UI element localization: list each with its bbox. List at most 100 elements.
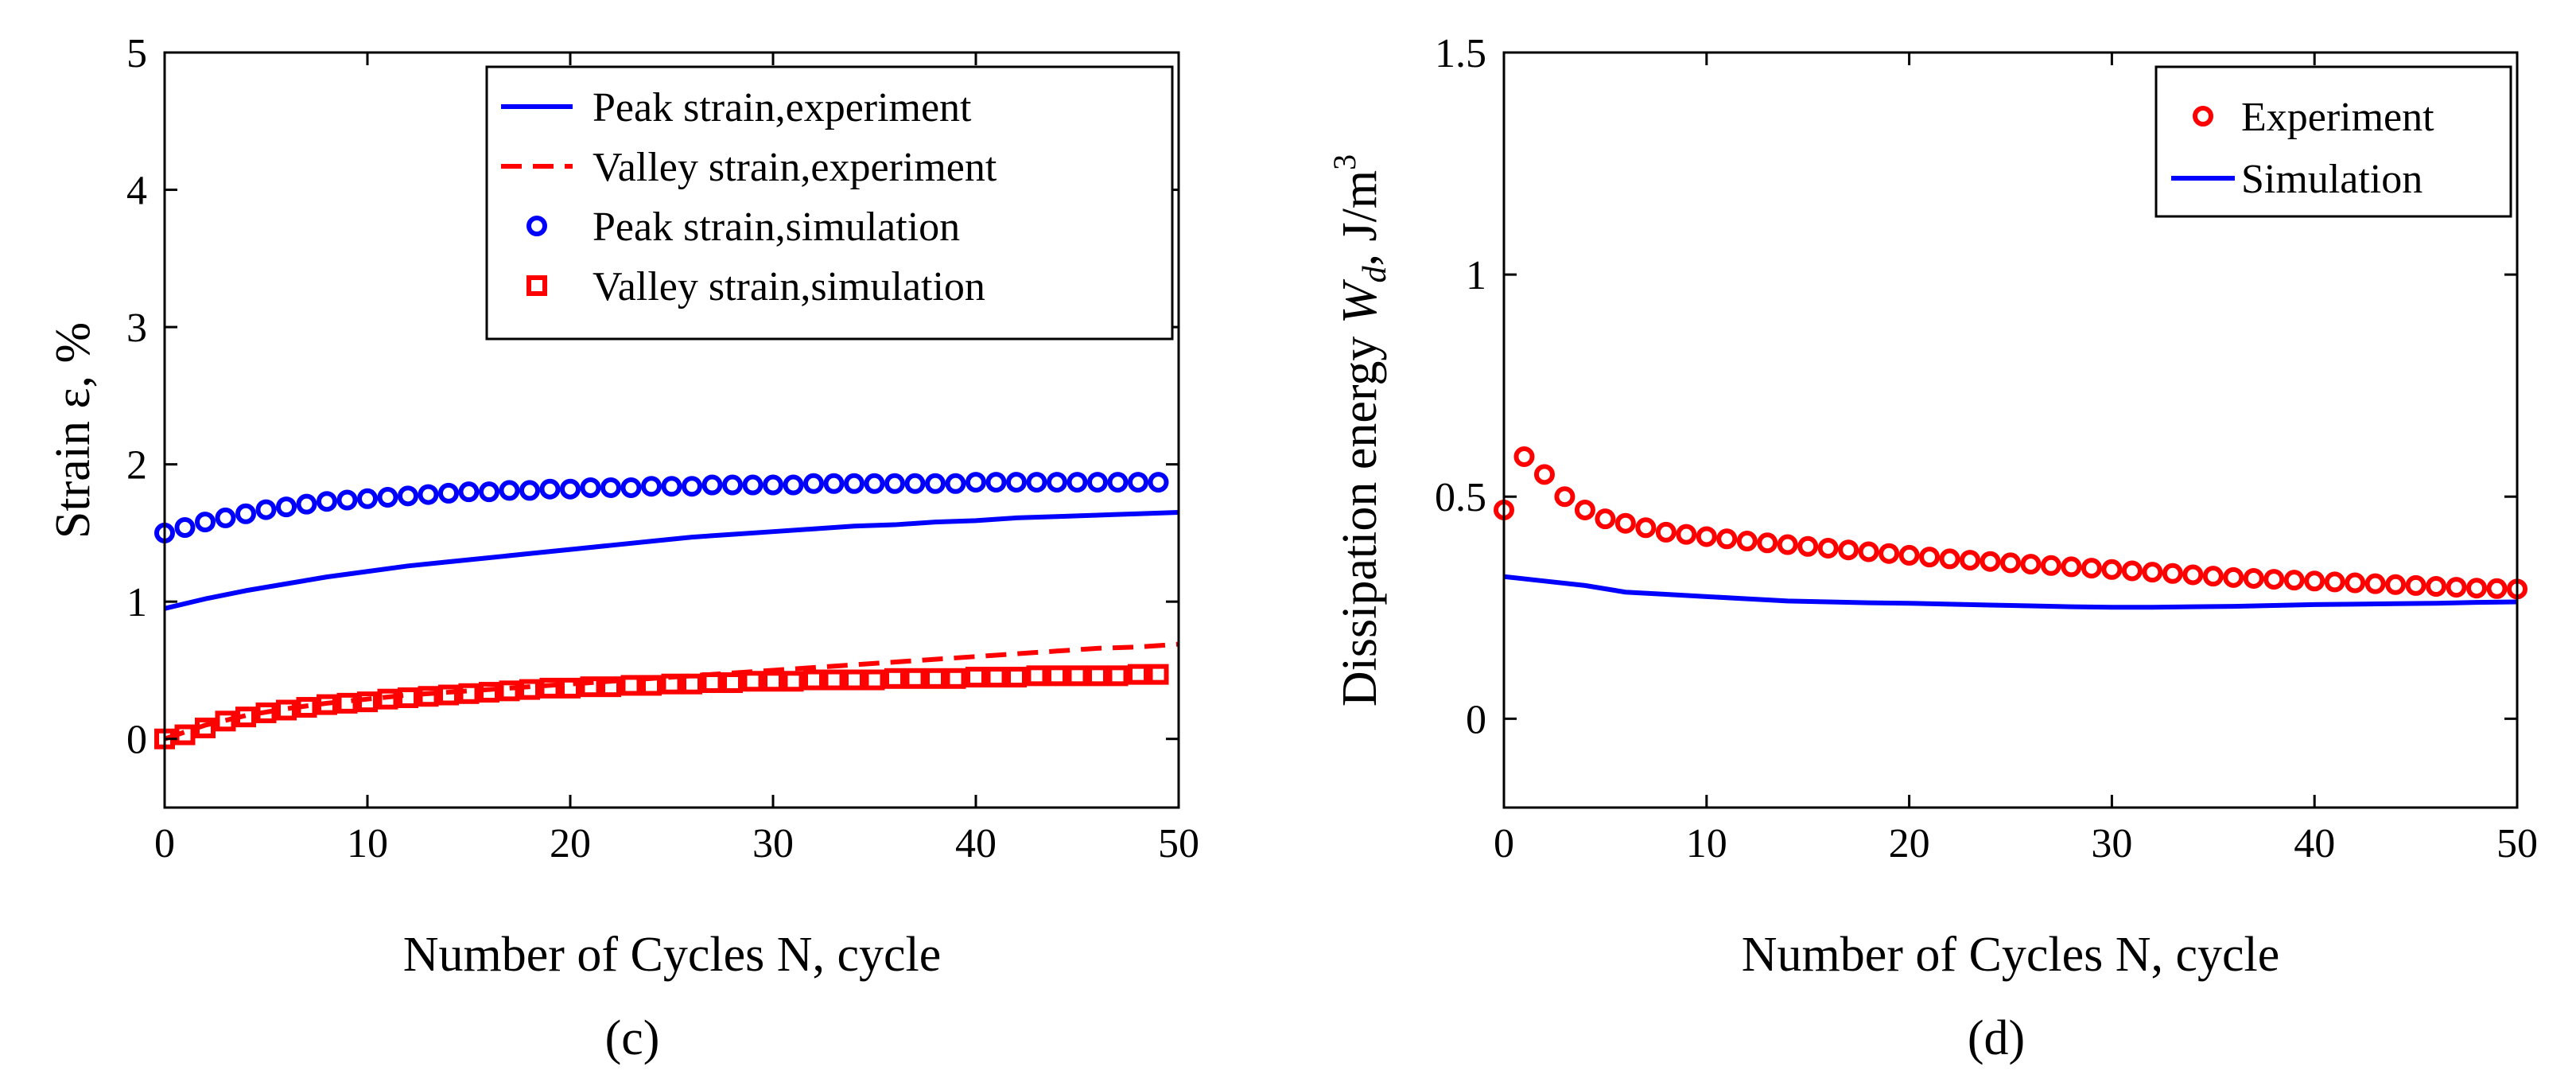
panel-c-series-valley-strain-simulation-point [661,673,682,695]
panel-c-legend-box [485,65,1174,341]
panel-c-legend-item: Peak strain,simulation [526,204,960,250]
panel-c-series-valley-strain-simulation-point [1128,664,1148,685]
panel-d-x-tick-label: 50 [2496,821,2538,866]
panel-c-series-valley-strain-simulation-point [904,668,926,689]
panel-c-series-valley-strain-simulation-point [398,687,418,708]
panel-c-series-valley-strain-simulation-point [499,680,520,702]
panel-d-series-experiment-point [1898,544,1920,566]
panel-c-series-peak-strain-simulation-point [539,478,561,500]
panel-c-series-peak-strain-simulation-point [336,489,358,511]
panel-c-series-valley-strain-simulation-point [1047,665,1067,687]
panel-c-series-valley-strain-simulation-point [560,677,581,699]
panel-c-series-peak-strain-simulation-point [661,476,682,497]
panel-c-plot-area [154,472,1179,749]
panel-c-y-tick-label: 5 [126,31,147,76]
panel-d-series-experiment-point [1919,547,1941,568]
panel-d-series-experiment-point [1635,517,1657,539]
panel-d-series-experiment-point [2405,574,2426,596]
panel-c-series-valley-strain-simulation-point [1067,665,1088,687]
panel-c-series-peak-strain-simulation-point [682,476,702,497]
panel-c-series-valley-strain-simulation-point [844,669,864,691]
panel-c-series-peak-strain-simulation-point [966,472,986,493]
panel-d: 0 10 20 30 40 50 0 0.5 1 1.5 Number of Cycles N, … [1327,31,2538,1065]
panel-c-series-peak-strain-simulation-point [235,503,256,524]
panel-c-x-axis-label: Number of Cycles N, cycle [403,928,942,982]
panel-d-series-experiment-point [2142,562,2163,583]
panel-c-series-peak-strain-simulation-point [1087,472,1108,493]
panel-d-series-experiment-point [2223,566,2244,588]
panel-c-series-peak-strain-simulation-point [377,487,398,508]
panel-c-y-axis-label: Strain ε, % [46,322,100,539]
panel-d-x-tick-label: 10 [1686,821,1727,866]
panel-c-series-valley-strain-simulation-point [377,688,398,710]
panel-d-series-experiment-point [2243,567,2264,589]
panel-c-series-valley-strain-simulation-point [722,672,743,693]
panel-c-series-valley-strain-simulation-point [357,691,378,713]
panel-c-y-tick-label: 0 [126,718,147,763]
panel-d-series-experiment-point [2202,566,2224,587]
panel-d-series-experiment-point [2304,570,2325,592]
panel-c-series-peak-strain-simulation-point [620,477,642,498]
panel-c-series-valley-strain-simulation-point [985,667,1007,688]
panel-c-series-peak-strain-simulation-point [763,474,783,496]
panel-d-ticks: 0 10 20 30 40 50 0 0.5 1 1.5 [1435,31,2538,866]
panel-c-series-valley-strain-simulation-point [803,669,824,691]
panel-c-series-valley-strain-simulation-point [336,692,358,714]
panel-d-series-experiment-point [1655,521,1677,543]
panel-c-series-valley-strain-simulation-point [682,673,702,695]
panel-d-series-experiment-point [1513,446,1535,467]
panel-c-series-peak-strain-simulation-point [174,517,196,539]
panel-c-series-peak-strain-simulation-point [1026,472,1047,493]
panel-d-legend-item: Simulation [2171,157,2423,202]
panel-c-series-peak-strain-simulation-point [357,488,378,509]
panel-c-series-peak-strain-simulation-point [783,474,804,496]
panel-c-series-valley-strain-simulation-point [479,682,499,703]
panel-c-series-valley-strain-simulation-point [701,672,723,693]
panel-c-x-tick-label: 0 [154,821,175,866]
panel-c-series-peak-strain-simulation-point [418,484,439,505]
panel-c-series-valley-strain-simulation-point [317,694,337,715]
panel-d-series-experiment-point [2182,564,2204,586]
panel-d-series-experiment-point [2385,574,2407,595]
panel-d-x-tick-label: 0 [1494,821,1514,866]
panel-d-y-axis-label: Dissipation energy Wd, J/m3 [1327,154,1393,707]
panel-d-x-tick-label: 20 [1889,821,1930,866]
panel-d-legend-label: Experiment [2241,95,2434,140]
panel-c-series-peak-strain-simulation-point [945,473,966,494]
panel-c-series-valley-strain-simulation-point [174,724,196,745]
panel-d-series-experiment-point [1757,532,1778,554]
panel-c-x-tick-label: 30 [752,821,794,866]
panel-c-series-peak-strain-simulation-point [296,493,317,515]
panel-c-x-tick-label: 10 [347,821,388,866]
panel-c-series-peak-strain-simulation-point [904,473,926,494]
panel-d-y-tick-label: 1.5 [1435,31,1486,76]
panel-c-caption: (c) [605,1011,660,1065]
panel-c-legend-item: Valley strain,simulation [526,264,985,309]
panel-c-series-valley-strain-simulation-point [195,717,216,738]
panel-d-series-experiment-point [1879,543,1900,564]
panel-d-series-experiment-point [1797,535,1819,557]
panel-d-series-experiment-point [2000,552,2021,574]
panel-c-series-valley-strain-simulation-point [235,707,256,728]
panel-c-series-valley-strain-simulation-point [925,668,946,689]
panel-c-series-peak-strain-simulation-point [925,473,946,494]
panel-c-x-tick-label: 50 [1158,821,1199,866]
panel-c-series-peak-strain-simulation-point [823,473,845,494]
panel-d-series-experiment-point [1533,464,1555,485]
panel-d-series-experiment-point [2040,555,2061,576]
panel-d-series-experiment-point [2101,559,2123,580]
panel-c-series-valley-strain-simulation-point [438,684,459,706]
panel-c-series-peak-strain-simulation-point [560,478,581,500]
panel-c-series-valley-strain-simulation-point [539,677,561,699]
panel-d-series-experiment-point [2283,570,2305,591]
panel-d-series-simulation-line [1503,574,2518,610]
panel-c-series-valley-strain-simulation-point [620,675,642,696]
panel-c-series-peak-strain-simulation-point [864,473,885,494]
panel-c-series-valley-strain-simulation-point [1107,665,1129,687]
panel-c-series-peak-strain-experiment [164,510,1179,611]
panel-d-legend: Experiment Simulation [2154,65,2512,218]
panel-c-series-peak-strain-simulation-point [479,481,499,503]
panel-c-series-peak-strain-simulation-point [215,507,236,528]
panel-c-series-peak-strain-simulation-point [1067,472,1088,493]
panel-c-series-valley-strain-simulation-point [884,668,905,689]
